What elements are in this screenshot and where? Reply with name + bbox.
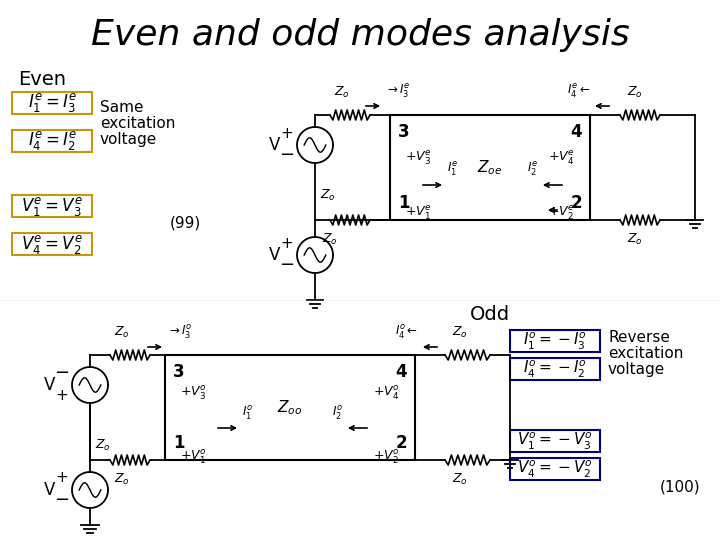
Bar: [510, 358, 600, 380]
Text: −: −: [279, 256, 294, 274]
Text: Odd: Odd: [470, 305, 510, 324]
Text: 1: 1: [398, 194, 410, 212]
Text: $Z_o$: $Z_o$: [322, 232, 338, 247]
Text: $I_4^e \leftarrow$: $I_4^e \leftarrow$: [567, 83, 590, 100]
Text: $Z_o$: $Z_o$: [452, 325, 468, 340]
Text: $Z_o$: $Z_o$: [114, 325, 130, 340]
Bar: [12, 195, 92, 217]
Text: $\rightarrow I_3^e$: $\rightarrow I_3^e$: [385, 83, 410, 100]
Text: $I_1^o = -I_3^o$: $I_1^o = -I_3^o$: [523, 330, 587, 352]
Text: +: +: [281, 235, 293, 251]
Text: $\rightarrow I_3^o$: $\rightarrow I_3^o$: [167, 323, 192, 341]
Text: 4: 4: [395, 363, 407, 381]
Text: $+V_3^o$: $+V_3^o$: [180, 385, 207, 402]
Text: $+V_4^e$: $+V_4^e$: [548, 150, 575, 167]
Text: $Z_o$: $Z_o$: [334, 85, 350, 100]
Text: $Z_o$: $Z_o$: [627, 232, 643, 247]
Text: Reverse: Reverse: [608, 330, 670, 345]
Text: excitation: excitation: [608, 346, 683, 361]
Text: +: +: [55, 388, 68, 402]
Bar: [12, 233, 92, 255]
Text: V: V: [269, 136, 281, 154]
Text: $+V_2^e$: $+V_2^e$: [548, 205, 575, 222]
Text: V: V: [45, 376, 55, 394]
Bar: [510, 330, 600, 352]
Text: $I_2^o$: $I_2^o$: [332, 404, 343, 422]
Text: (100): (100): [660, 480, 701, 495]
Text: $V_4^o = -V_2^o$: $V_4^o = -V_2^o$: [517, 458, 593, 480]
Text: +: +: [281, 125, 293, 140]
Text: Even: Even: [18, 70, 66, 89]
Text: Even and odd modes analysis: Even and odd modes analysis: [91, 18, 629, 52]
Text: Same: Same: [100, 100, 143, 115]
Text: −: −: [55, 364, 70, 382]
Text: 3: 3: [173, 363, 184, 381]
Bar: [165, 355, 415, 460]
Text: −: −: [279, 146, 294, 164]
Text: excitation: excitation: [100, 116, 176, 131]
Bar: [510, 458, 600, 480]
Bar: [510, 430, 600, 452]
Text: 3: 3: [398, 123, 410, 141]
Text: −: −: [55, 491, 70, 509]
Text: $I_1^e = I_3^e$: $I_1^e = I_3^e$: [27, 91, 76, 114]
Bar: [12, 130, 92, 152]
Text: $Z_{oo}$: $Z_{oo}$: [277, 398, 302, 417]
Text: $+V_1^e$: $+V_1^e$: [405, 205, 432, 222]
Text: V: V: [45, 481, 55, 499]
Text: 2: 2: [570, 194, 582, 212]
Text: $Z_o$: $Z_o$: [320, 187, 336, 202]
Text: $Z_o$: $Z_o$: [452, 472, 468, 487]
Text: $I_2^e$: $I_2^e$: [527, 160, 538, 178]
Text: $Z_o$: $Z_o$: [627, 85, 643, 100]
Text: $Z_o$: $Z_o$: [95, 437, 111, 453]
Text: $+V_1^o$: $+V_1^o$: [180, 448, 207, 465]
Text: 4: 4: [570, 123, 582, 141]
Text: $I_4^e = I_2^e$: $I_4^e = I_2^e$: [27, 130, 76, 152]
Text: 2: 2: [395, 434, 407, 452]
Text: V: V: [269, 246, 281, 264]
Text: $Z_o$: $Z_o$: [114, 472, 130, 487]
Text: (99): (99): [170, 215, 202, 230]
Text: $I_1^e$: $I_1^e$: [447, 160, 458, 178]
Text: $V_1^e = V_3^e$: $V_1^e = V_3^e$: [21, 194, 83, 218]
Bar: [390, 115, 590, 220]
Text: $V_1^o = -V_3^o$: $V_1^o = -V_3^o$: [517, 430, 593, 451]
Text: 1: 1: [173, 434, 184, 452]
Text: $+V_4^o$: $+V_4^o$: [373, 385, 400, 402]
Text: $I_1^o$: $I_1^o$: [242, 404, 253, 422]
Bar: [12, 92, 92, 114]
Text: $V_4^e = V_2^e$: $V_4^e = V_2^e$: [21, 233, 83, 255]
Text: +: +: [55, 470, 68, 485]
Text: $I_4^o =- I_2^o$: $I_4^o =- I_2^o$: [523, 359, 587, 380]
Text: $+V_3^e$: $+V_3^e$: [405, 150, 432, 167]
Text: $+V_2^o$: $+V_2^o$: [373, 448, 400, 465]
Text: voltage: voltage: [608, 362, 665, 377]
Text: $I_4^o \leftarrow$: $I_4^o \leftarrow$: [395, 323, 418, 341]
Text: voltage: voltage: [100, 132, 157, 147]
Text: $Z_{oe}$: $Z_{oe}$: [477, 158, 503, 177]
